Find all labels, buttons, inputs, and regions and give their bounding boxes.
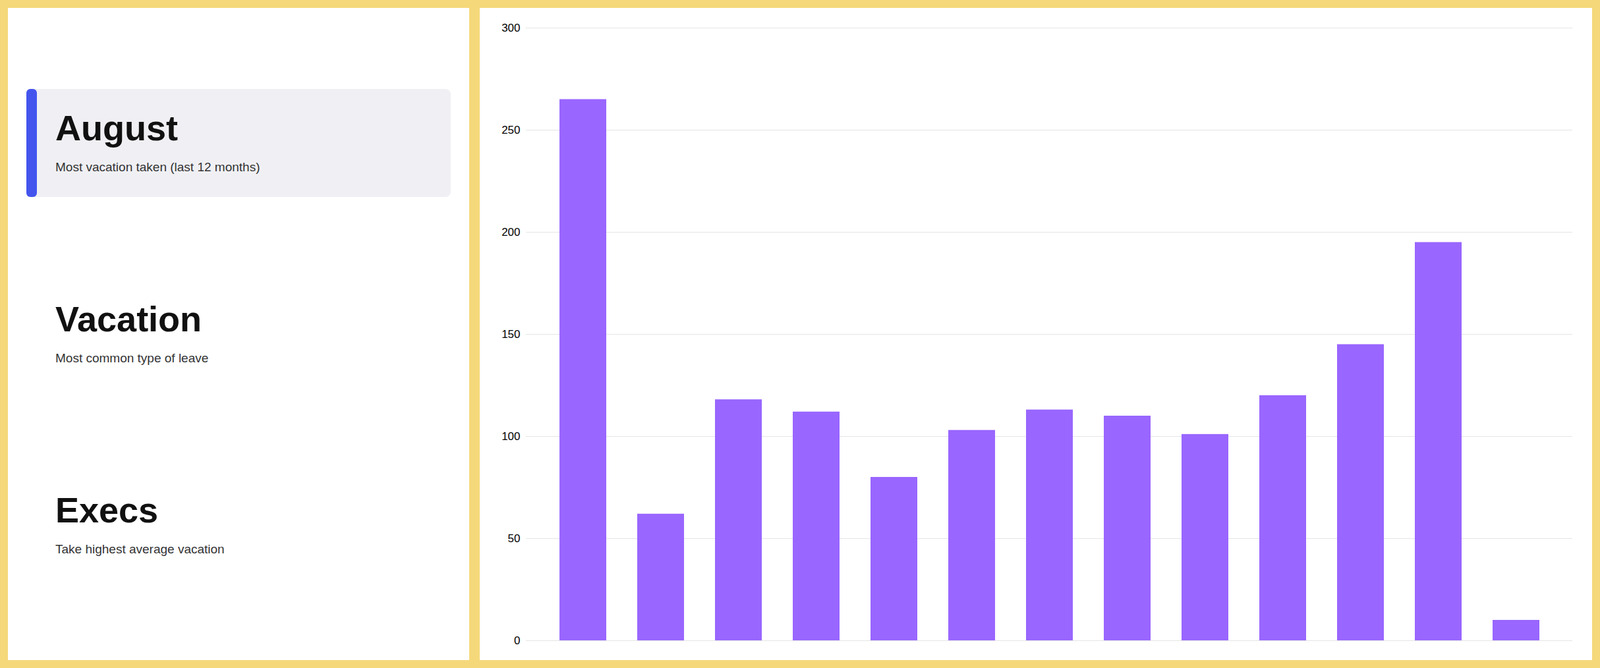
svg-text:200: 200 <box>501 226 520 239</box>
html-text:Execs: Execs <box>55 490 159 530</box>
svg-text:50: 50 <box>508 532 521 545</box>
html-text:Take highest average vacation: Take highest average vacation <box>55 542 225 557</box>
svg-text:300: 300 <box>501 21 520 35</box>
svg-text:150: 150 <box>501 328 520 341</box>
html-text:Most vacation taken (last 12 m: Most vacation taken (last 12 months) <box>55 160 260 174</box>
svg-text:250: 250 <box>501 123 520 137</box>
html-text:Most common type of leave: Most common type of leave <box>55 351 209 366</box>
svg-text:100: 100 <box>501 430 520 443</box>
html-text:Vacation: Vacation <box>55 299 202 339</box>
svg-text:0: 0 <box>514 634 520 648</box>
html-text:August: August <box>55 108 178 148</box>
